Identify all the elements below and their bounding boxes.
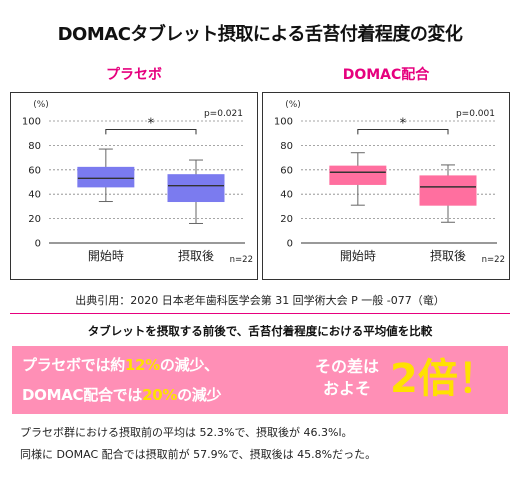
source-citation: 出典引用：2020 日本老年歯科医学会第 31 回学術大会 P 一般 -077（… bbox=[75, 294, 445, 307]
x-tick-label: 開始時 bbox=[88, 249, 124, 263]
banner-domac-line: DOMAC配合では20%の減少 bbox=[22, 384, 221, 405]
comparison-subheading: タブレットを摂取する前後で、舌苔付着程度における平均値を比較 bbox=[87, 324, 433, 338]
domac-boxplot: (%) 0 20 40 60 80 100 開始時 摂取後 * p=0.001 n=22 bbox=[274, 100, 505, 265]
banner-multiplier: 2倍！ bbox=[390, 356, 498, 402]
x-tick-label: 摂取後 bbox=[178, 248, 214, 263]
y-tick-label: 20 bbox=[280, 214, 293, 225]
banner-text: プラセボでは約 bbox=[22, 356, 125, 374]
significance-mark: * bbox=[400, 117, 407, 132]
result-banner: プラセボでは約12%の減少、 DOMAC配合では20%の減少 その差は およそ … bbox=[12, 346, 508, 414]
y-tick-label: 100 bbox=[22, 117, 41, 128]
domac-chart-panel: (%) 0 20 40 60 80 100 開始時 摂取後 * p=0.001 n=22 bbox=[262, 92, 510, 280]
box-iqr bbox=[329, 165, 387, 185]
note-domac: 同様に DOMAC 配合では摂取前が 57.9%で、摂取後は 45.8%だった。 bbox=[20, 448, 377, 461]
banner-mid-line: その差は bbox=[314, 357, 379, 376]
banner-placebo-line: プラセボでは約12%の減少、 bbox=[22, 354, 219, 375]
box-iqr bbox=[167, 174, 225, 203]
y-tick-label: 0 bbox=[35, 239, 41, 250]
x-tick-label: 摂取後 bbox=[430, 248, 466, 263]
section-divider bbox=[10, 313, 510, 314]
y-tick-label: 100 bbox=[274, 117, 293, 128]
y-tick-label: 40 bbox=[28, 190, 41, 201]
y-tick-label: 60 bbox=[28, 165, 41, 176]
significance-bracket bbox=[357, 129, 449, 135]
page-title: DOMACタブレット摂取による舌苔付着程度の変化 bbox=[57, 24, 463, 45]
banner-highlight: 20% bbox=[142, 386, 178, 404]
y-tick-label: 80 bbox=[28, 141, 41, 152]
placebo-chart-panel: (%) 0 20 40 60 80 100 開始時 摂取後 * p=0.021 n=22 bbox=[10, 92, 258, 280]
banner-difference-label: その差は およそ bbox=[292, 356, 402, 400]
y-tick-label: 40 bbox=[280, 190, 293, 201]
banner-text: の減少、 bbox=[159, 356, 219, 374]
banner-text: の減少 bbox=[177, 386, 222, 404]
y-tick-label: 20 bbox=[28, 214, 41, 225]
y-tick-label: 0 bbox=[287, 239, 293, 250]
box-iqr bbox=[419, 175, 477, 206]
placebo-boxplot: (%) 0 20 40 60 80 100 開始時 摂取後 * p=0.021 n=22 bbox=[22, 100, 253, 265]
x-tick-label: 開始時 bbox=[340, 249, 376, 263]
y-axis-unit: (%) bbox=[33, 100, 49, 110]
banner-highlight: 12% bbox=[124, 356, 160, 374]
p-value-label: p=0.021 bbox=[204, 109, 243, 119]
sample-size-label: n=22 bbox=[230, 255, 253, 265]
domac-chart-title: DOMAC配合 bbox=[342, 67, 430, 83]
banner-text: DOMAC配合では bbox=[22, 386, 143, 404]
box-iqr bbox=[77, 166, 135, 188]
y-axis-unit: (%) bbox=[285, 100, 301, 110]
y-tick-label: 80 bbox=[280, 141, 293, 152]
p-value-label: p=0.001 bbox=[456, 109, 495, 119]
significance-mark: * bbox=[148, 117, 155, 132]
sample-size-label: n=22 bbox=[482, 255, 505, 265]
y-tick-label: 60 bbox=[280, 165, 293, 176]
significance-bracket bbox=[105, 129, 197, 135]
banner-mid-line: およそ bbox=[322, 379, 371, 398]
placebo-chart-title: プラセボ bbox=[106, 67, 162, 83]
note-placebo: プラセボ群における摂取前の平均は 52.3%で、摂取後が 46.3%l。 bbox=[20, 426, 353, 439]
